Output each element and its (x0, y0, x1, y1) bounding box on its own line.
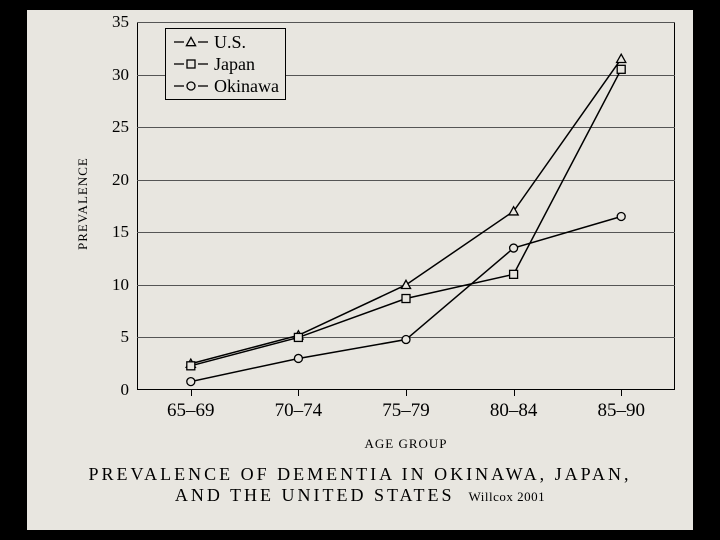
legend-marker-triangle-icon (172, 31, 210, 53)
ytick-label: 15 (112, 222, 137, 242)
ytick-label: 35 (112, 12, 137, 32)
xtick-label: 85–90 (597, 390, 645, 422)
series-line-japan (191, 69, 621, 366)
legend-label: U.S. (214, 32, 246, 53)
ytick-label: 5 (121, 327, 138, 347)
stage: 0510152025303565–6970–7475–7980–8485–90 … (0, 0, 720, 540)
y-axis-label: PREVALENCE (75, 157, 91, 250)
xtick-label: 75–79 (382, 390, 430, 422)
ytick-label: 10 (112, 275, 137, 295)
x-axis-label: AGE GROUP (364, 436, 447, 452)
legend-row: Okinawa (172, 75, 279, 97)
series-line-u.s. (191, 59, 621, 364)
xtick-label: 80–84 (490, 390, 538, 422)
xtick-label: 65–69 (167, 390, 215, 422)
legend-marker-circle-icon (172, 75, 210, 97)
legend-label: Japan (214, 54, 255, 75)
caption-line-2: AND THE UNITED STATES (175, 485, 455, 505)
xtick-label: 70–74 (275, 390, 323, 422)
citation: Willcox 2001 (469, 489, 546, 504)
ytick-label: 25 (112, 117, 137, 137)
legend-row: Japan (172, 53, 279, 75)
legend-marker-square-icon (172, 53, 210, 75)
legend-row: U.S. (172, 31, 279, 53)
legend: U.S.JapanOkinawa (165, 28, 286, 100)
ytick-label: 0 (121, 380, 138, 400)
legend-label: Okinawa (214, 76, 279, 97)
caption-line-1: PREVALENCE OF DEMENTIA IN OKINAWA, JAPAN… (27, 464, 693, 485)
figure-panel: 0510152025303565–6970–7475–7980–8485–90 … (25, 8, 695, 532)
caption: PREVALENCE OF DEMENTIA IN OKINAWA, JAPAN… (27, 464, 693, 506)
ytick-label: 30 (112, 65, 137, 85)
ytick-label: 20 (112, 170, 137, 190)
